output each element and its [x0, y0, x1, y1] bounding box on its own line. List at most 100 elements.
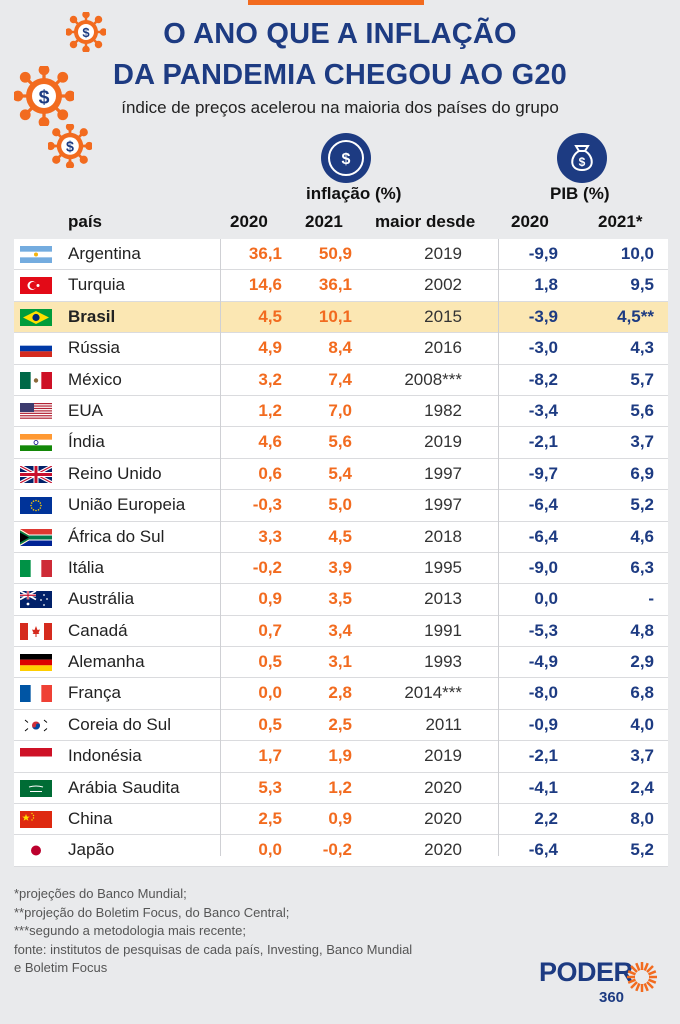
- india-flag-icon: [20, 434, 52, 452]
- highest-since-value: 2011: [425, 714, 462, 734]
- inflation-2020-value: 3,2: [258, 369, 282, 389]
- country-name: Austrália: [68, 589, 135, 609]
- inflation-2021-value: 2,8: [328, 683, 352, 703]
- gdp-2021-value: 4,0: [630, 714, 654, 734]
- gdp-2020-value: -3,4: [528, 400, 558, 420]
- inflation-2021-header: 2021: [305, 212, 343, 231]
- country-name: França: [68, 683, 121, 703]
- inflation-2020-value: 36,1: [248, 244, 282, 263]
- column-divider: [498, 239, 499, 856]
- table-row: Arábia Saudita 5,3 1,2 2020 -4,1 2,4: [14, 772, 668, 805]
- south-korea-flag-icon: [20, 716, 52, 734]
- japan-flag-icon: [20, 842, 52, 860]
- highest-since-value: 1991: [424, 620, 462, 640]
- inflation-2021-value: 3,9: [328, 557, 352, 577]
- gdp-group-header: PIB (%): [550, 184, 610, 203]
- australia-flag-icon: [20, 591, 52, 609]
- svg-text:$: $: [66, 140, 74, 156]
- usa-flag-icon: [20, 402, 52, 420]
- table-row: Reino Unido 0,6 5,4 1997 -9,7 6,9: [14, 458, 668, 491]
- inflation-2020-value: -0,3: [252, 495, 282, 515]
- country-name: África do Sul: [68, 526, 165, 546]
- gdp-2021-value: 2,9: [630, 652, 654, 672]
- gdp-2020-value: -0,9: [528, 714, 558, 734]
- inflation-2021-value: 3,5: [328, 589, 352, 609]
- footnotes: *projeções do Banco Mundial; **projeção …: [14, 885, 412, 978]
- inflation-2021-value: 1,2: [328, 777, 352, 797]
- gdp-2021-value: 5,2: [630, 495, 654, 515]
- highest-since-value: 1997: [424, 463, 462, 483]
- highest-since-value: 1982: [424, 400, 462, 420]
- country-name: Rússia: [68, 338, 120, 358]
- title-line-2: DA PANDEMIA CHEGOU AO G20: [112, 59, 567, 91]
- inflation-2020-value: 3,3: [258, 526, 282, 546]
- highest-since-header: maior desde: [375, 212, 476, 231]
- gdp-2021-value: 5,2: [630, 840, 654, 860]
- france-flag-icon: [20, 685, 52, 703]
- gdp-2021-value: 3,7: [630, 746, 654, 766]
- table-row: EUA 1,2 7,0 1982 -3,4 5,6: [14, 395, 668, 428]
- inflation-2021-value: 10,1: [318, 306, 352, 326]
- country-name: Coreia do Sul: [68, 714, 172, 734]
- gdp-2021-value: 6,9: [630, 463, 654, 483]
- gdp-2020-value: -5,3: [528, 620, 558, 640]
- table-row: França 0,0 2,8 2014*** -8,0 6,8: [14, 678, 668, 710]
- gdp-2021-value: 2,4: [630, 777, 654, 797]
- logo-main-text: PODER: [539, 957, 633, 987]
- table-row: África do Sul 3,3 4,5 2018 -6,4 4,6: [14, 521, 668, 553]
- country-name: Índia: [68, 432, 105, 452]
- gdp-2020-value: -6,4: [528, 526, 558, 546]
- money-bag-icon: $: [557, 133, 607, 183]
- footnote-line: e Boletim Focus: [14, 960, 108, 975]
- gdp-2021-value: 4,3: [630, 338, 654, 358]
- country-name: Itália: [68, 557, 104, 577]
- footnote-line: ***segundo a metodologia mais recente;: [14, 923, 246, 938]
- inflation-group-header: inflação (%): [306, 184, 402, 203]
- country-name: Brasil: [68, 306, 116, 326]
- inflation-2020-value: 0,5: [258, 652, 282, 672]
- country-name: Turquia: [68, 275, 126, 295]
- inflation-2021-value: 4,5: [328, 526, 352, 546]
- inflation-2021-value: 5,4: [328, 463, 352, 483]
- highest-since-value: 2019: [424, 244, 462, 263]
- south-africa-flag-icon: [20, 528, 52, 546]
- inflation-2020-value: 1,7: [258, 746, 282, 766]
- argentina-flag-icon: [20, 246, 52, 263]
- gdp-2020-value: -8,0: [528, 683, 558, 703]
- gdp-2020-value: 1,8: [534, 275, 558, 295]
- gdp-2021-value: 4,5**: [617, 306, 654, 326]
- country-name: União Europeia: [68, 495, 186, 515]
- gdp-2020-value: -6,4: [528, 495, 558, 515]
- gdp-2021-value: 5,6: [630, 400, 654, 420]
- eu-flag-icon: [20, 497, 52, 515]
- table-row: China 2,5 0,9 2020 2,2 8,0: [14, 804, 668, 836]
- gdp-2020-value: -9,7: [528, 463, 558, 483]
- highest-since-value: 2002: [424, 275, 462, 295]
- mexico-flag-icon: [20, 371, 52, 389]
- table-row: Canadá 0,7 3,4 1991 -5,3 4,8: [14, 615, 668, 648]
- inflation-2020-value: 4,9: [258, 338, 282, 358]
- inflation-2021-value: 3,1: [328, 652, 352, 672]
- country-name: Indonésia: [68, 746, 142, 766]
- svg-text:$: $: [82, 25, 90, 40]
- virus-dollar-icon: $: [14, 66, 74, 126]
- highest-since-value: 1997: [424, 495, 462, 515]
- title-line-1: O ANO QUE A INFLAÇÃO: [163, 18, 517, 50]
- highest-since-value: 1995: [424, 557, 462, 577]
- country-column-header: país: [68, 212, 103, 231]
- table-row: Índia 4,6 5,6 2019 -2,1 3,7: [14, 427, 668, 459]
- highest-since-value: 2008***: [404, 369, 462, 389]
- inflation-2020-value: -0,2: [252, 557, 282, 577]
- country-name: México: [68, 369, 122, 389]
- country-name: Argentina: [68, 244, 141, 263]
- table-row: Itália -0,2 3,9 1995 -9,0 6,3: [14, 552, 668, 585]
- table-row: Austrália 0,9 3,5 2013 0,0 -: [14, 584, 668, 616]
- italy-flag-icon: [20, 559, 52, 577]
- table-row: Indonésia 1,7 1,9 2019 -2,1 3,7: [14, 741, 668, 773]
- table-row: União Europeia -0,3 5,0 1997 -6,4 5,2: [14, 490, 668, 522]
- inflation-2020-value: 2,5: [258, 809, 282, 829]
- inflation-2021-value: 1,9: [328, 746, 352, 766]
- top-accent-bar: [248, 0, 424, 5]
- table-row: México 3,2 7,4 2008*** -8,2 5,7: [14, 364, 668, 396]
- inflation-coin-icon: $: [321, 133, 371, 183]
